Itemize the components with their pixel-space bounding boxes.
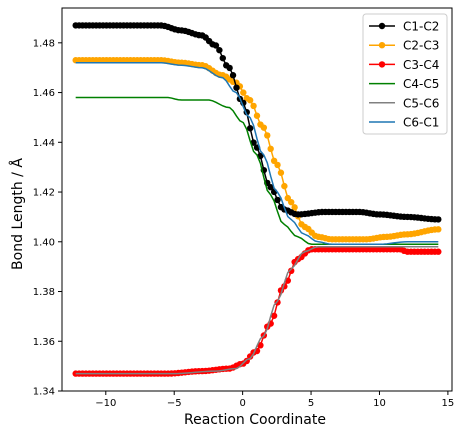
legend-marker — [378, 42, 386, 49]
data-point — [267, 145, 274, 153]
y-tick-label: 1.36 — [33, 337, 55, 348]
legend-item-c3-c4: C3-C4 — [369, 58, 439, 72]
legend-marker — [378, 61, 386, 68]
y-tick-label: 1.46 — [33, 88, 55, 99]
data-point — [226, 64, 233, 72]
y-tick-label: 1.38 — [33, 287, 55, 298]
data-point — [281, 182, 288, 190]
x-tick-label: 5 — [308, 398, 314, 409]
axes: −10 −5 0 5 10 15 1.34 1.36 1.38 1.40 1.42 1.44 1.46 1… — [33, 7, 455, 409]
legend-label: C5-C6 — [403, 96, 439, 110]
data-point — [277, 169, 285, 176]
data-point — [288, 267, 295, 275]
x-tick-label: 10 — [373, 398, 386, 409]
data-point — [250, 102, 257, 110]
data-point — [435, 248, 442, 255]
series-line-c5-c6 — [75, 246, 439, 375]
series-c5-c6 — [75, 246, 439, 375]
y-axis-label: Bond Length / Å — [9, 158, 26, 270]
data-point — [212, 42, 220, 49]
y-tick-label: 1.48 — [33, 38, 55, 49]
x-tick-label: 15 — [442, 398, 455, 409]
data-point — [267, 184, 274, 191]
series-c6-c1 — [75, 61, 439, 246]
legend-marker — [378, 22, 386, 30]
legend-label: C1-C2 — [403, 20, 439, 34]
data-point — [240, 89, 247, 96]
series-c1-c2 — [72, 22, 442, 223]
data-point — [260, 124, 268, 131]
axes-frame — [61, 7, 453, 392]
series-c3-c4 — [72, 246, 442, 377]
legend-label: C3-C4 — [403, 58, 439, 72]
data-point — [219, 54, 226, 62]
series-line-c3-c4 — [75, 248, 439, 375]
data-point — [291, 204, 298, 211]
legend-item-c5-c6: C5-C6 — [369, 96, 439, 110]
plot-area — [72, 22, 442, 377]
legend-label: C2-C3 — [403, 39, 439, 53]
data-point — [253, 112, 261, 119]
data-point — [435, 226, 442, 233]
y-tick-label: 1.44 — [33, 138, 55, 149]
data-point — [288, 198, 295, 206]
legend-label: C6-C1 — [403, 116, 439, 130]
legend-label: C4-C5 — [403, 77, 439, 91]
data-point — [270, 312, 278, 319]
data-point — [216, 46, 223, 54]
series-c2-c3 — [72, 57, 442, 243]
y-tick-label: 1.42 — [33, 188, 55, 199]
data-point — [229, 72, 237, 79]
data-point — [435, 216, 442, 223]
x-tick-label: 0 — [239, 398, 245, 409]
legend: C1-C2 C2-C3 C3-C4 C4-C5 C5-C6 C6-C1 — [362, 13, 448, 135]
legend-item-c2-c3: C2-C3 — [369, 39, 439, 53]
series-line-c6-c1 — [75, 61, 439, 246]
data-point — [233, 84, 240, 91]
data-point — [274, 196, 281, 204]
x-tick-label: −5 — [167, 398, 182, 409]
data-point — [246, 125, 254, 132]
data-point — [257, 152, 264, 160]
data-point — [264, 132, 271, 139]
data-point — [246, 97, 254, 104]
y-tick-label: 1.40 — [33, 237, 55, 248]
data-point — [274, 161, 281, 169]
legend-item-c1-c2: C1-C2 — [369, 20, 439, 34]
x-tick-label: −10 — [95, 398, 116, 409]
y-tick-label: 1.34 — [33, 387, 55, 398]
x-axis-label: Reaction Coordinate — [184, 412, 326, 428]
legend-item-c6-c1: C6-C1 — [369, 116, 439, 130]
legend-item-c4-c5: C4-C5 — [369, 77, 439, 91]
